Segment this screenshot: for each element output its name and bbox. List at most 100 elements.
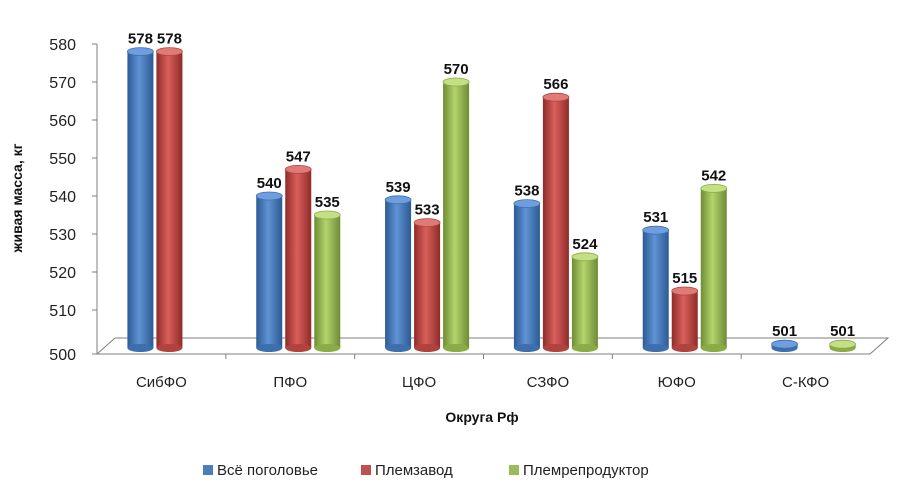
bar-value-label: 538 (514, 183, 539, 200)
bar-cap (700, 183, 728, 193)
bar-cap (384, 195, 412, 205)
bar-body (700, 188, 727, 348)
legend: Всё поголовье Племзавод Племрепродуктор (203, 462, 649, 479)
legend-swatch-plemzavod (361, 465, 371, 475)
x-category-label: ЦФО (402, 374, 436, 391)
bar-value-label: 578 (157, 31, 182, 48)
bar-value-label: 501 (830, 323, 855, 340)
bar-cap (313, 210, 341, 220)
bar-cap (771, 339, 798, 349)
bar: 547 (284, 148, 312, 352)
bar-base (285, 344, 312, 352)
bar-cap (642, 225, 670, 235)
bar: 501 (829, 323, 856, 352)
bar-body (542, 97, 569, 348)
bar-body (285, 169, 312, 348)
bar-value-label: 542 (701, 167, 726, 184)
bar: 533 (413, 202, 441, 352)
bar-base (671, 344, 698, 352)
legend-swatch-plemreproduktor (509, 465, 519, 475)
y-tick-label: 520 (49, 265, 76, 282)
bar-body (127, 51, 154, 348)
bar-value-label: 578 (128, 31, 153, 48)
y-tick-label: 500 (49, 347, 76, 364)
bar-base (256, 344, 283, 352)
bar: 540 (255, 175, 283, 352)
bar-body (314, 215, 341, 348)
bar-value-label: 524 (572, 236, 598, 253)
bar-body (571, 256, 598, 348)
bar-cap (542, 92, 570, 102)
bar: 570 (442, 61, 470, 352)
bar-body (256, 196, 283, 348)
x-category-label: СибФО (136, 374, 187, 391)
x-category-label: С-КФО (782, 374, 829, 391)
bar-value-label: 531 (643, 209, 668, 226)
x-category-label: СЗФО (527, 374, 570, 391)
bar: 538 (513, 183, 541, 352)
bar-base (571, 344, 598, 352)
bar: 501 (771, 323, 798, 352)
bar-cap (284, 164, 312, 174)
bar-base (314, 344, 341, 352)
bar-value-label: 515 (672, 270, 697, 287)
bar-cap (571, 252, 599, 262)
x-axis-title: Округа Рф (445, 409, 518, 425)
bar: 524 (571, 236, 599, 352)
y-tick-label: 570 (49, 75, 76, 92)
y-tick-label: 560 (49, 113, 76, 130)
bar: 515 (671, 270, 699, 352)
y-tick-label: 510 (49, 303, 76, 320)
bar-cap (442, 77, 470, 87)
legend-label-plemzavod: Племзавод (375, 462, 453, 479)
bar-base (700, 344, 727, 352)
bar-cap (255, 191, 283, 201)
x-category-label: ПФО (273, 374, 307, 391)
bar-body (671, 291, 698, 348)
bar-cap (156, 47, 183, 56)
y-tick-label: 580 (49, 37, 76, 54)
legend-label-plemreproduktor: Племрепродуктор (523, 462, 649, 479)
y-tick-label: 530 (49, 227, 76, 244)
bar-value-label: 535 (315, 194, 340, 211)
bar-cap (127, 47, 154, 56)
bar: 539 (384, 179, 412, 352)
bar-body (513, 203, 540, 348)
bar-base (156, 344, 183, 352)
bar-value-label: 501 (772, 323, 797, 340)
legend-label-vse-pogolovye: Всё поголовье (217, 462, 318, 479)
bar-cap (671, 286, 699, 296)
bar-body (642, 230, 669, 348)
bar: 578 (127, 31, 154, 352)
bar-cap (413, 218, 441, 228)
y-axis-title: живая масса, кг (9, 143, 25, 253)
bar-body (414, 222, 441, 348)
bar-body (443, 82, 470, 348)
bar-value-label: 547 (286, 148, 311, 165)
bar-base (127, 344, 154, 352)
y-tick-label: 550 (49, 151, 76, 168)
x-category-label: ЮФО (658, 374, 696, 391)
bar-base (642, 344, 669, 352)
bar-value-label: 570 (444, 61, 469, 78)
bar-base (443, 344, 470, 352)
legend-swatch-vse-pogolovye (203, 465, 213, 475)
bar-value-label: 539 (386, 179, 411, 196)
bar-value-label: 533 (415, 202, 440, 219)
bar-cap (513, 199, 541, 209)
bar-body (385, 199, 412, 348)
bar: 535 (313, 194, 341, 352)
bar-base (542, 344, 569, 352)
bar-body (156, 51, 183, 348)
bar-base (513, 344, 540, 352)
y-tick-label: 540 (49, 189, 76, 206)
bar-cap (829, 339, 856, 349)
bar: 542 (700, 167, 728, 352)
bar-value-label: 566 (543, 76, 568, 93)
bar-base (385, 344, 412, 352)
bar: 566 (542, 76, 570, 352)
bar-value-label: 540 (257, 175, 282, 192)
bar: 578 (156, 31, 183, 352)
bar-base (414, 344, 441, 352)
